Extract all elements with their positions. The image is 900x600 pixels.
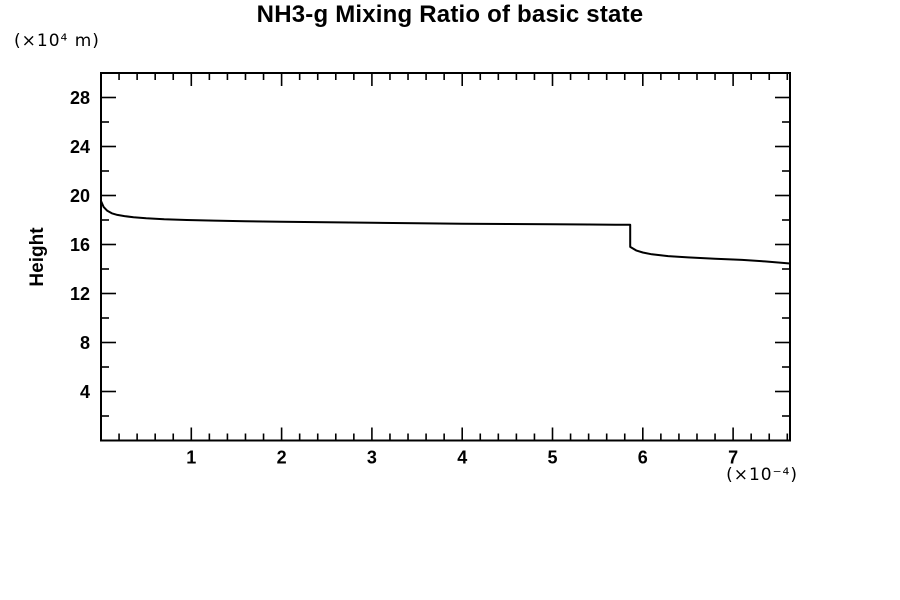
axes-frame: [100, 72, 791, 442]
y-tick-label: 4: [80, 382, 90, 402]
y-tick-label: 20: [70, 186, 90, 206]
data-series-line: [100, 200, 791, 265]
y-axis-unit-label: (×10⁴ m): [14, 31, 100, 51]
x-tick-label: 6: [638, 448, 648, 468]
chart-title: NH3-g Mixing Ratio of basic state: [256, 1, 644, 28]
y-tick-label: 8: [80, 333, 90, 353]
y-tick-label: 24: [70, 137, 90, 157]
x-tick-label: 4: [457, 448, 467, 468]
x-tick-label: 2: [277, 448, 287, 468]
x-tick-label: 3: [367, 448, 377, 468]
x-tick-label: 1: [186, 448, 196, 468]
x-tick-label: 5: [547, 448, 557, 468]
y-tick-label: 28: [70, 88, 90, 108]
x-axis-unit-label: (×10⁻⁴): [726, 465, 798, 485]
y-tick-label: 12: [70, 284, 90, 304]
y-tick-label: 16: [70, 235, 90, 255]
x-tick-label: 7: [728, 448, 738, 468]
